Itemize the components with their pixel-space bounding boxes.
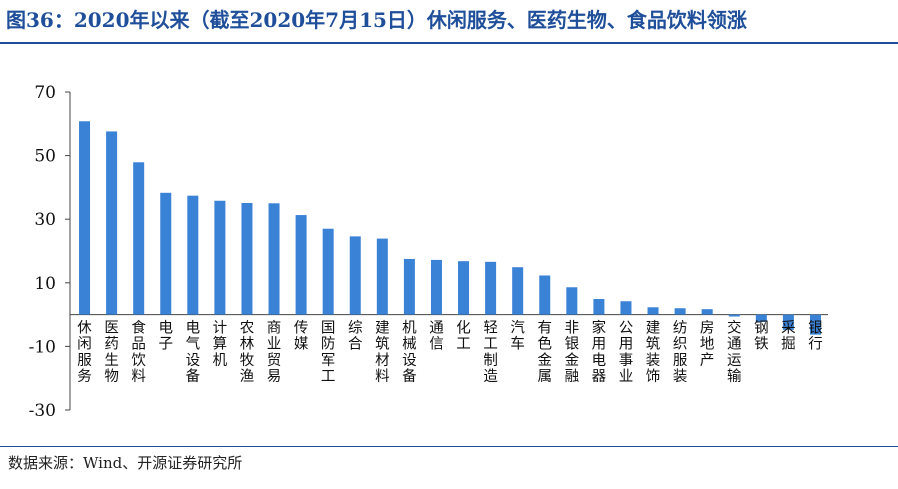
- y-tick-label: 30: [34, 210, 56, 230]
- source-note: 数据来源：Wind、开源证券研究所: [8, 454, 243, 472]
- x-tick-label: 休闲服务: [77, 320, 92, 385]
- x-tick-label: 纺织服装: [673, 320, 688, 385]
- bar-4: [160, 192, 172, 315]
- x-tick-label: 综合: [348, 320, 363, 353]
- title-rule: [0, 42, 898, 44]
- x-tick-label: 传媒: [294, 320, 309, 353]
- bar-23: [674, 308, 686, 315]
- bar-chart: 70 50 30 10 -10 -30 休闲服务医药生物食品饮料电子电气设备计算机农林牧渔…: [29, 83, 828, 421]
- y-tick-label: -30: [29, 401, 56, 421]
- x-tick-label: 建筑装饰: [646, 320, 661, 385]
- x-tick-label: 电气设备: [186, 320, 201, 385]
- bar-1: [79, 121, 91, 315]
- footer-rule: [0, 446, 898, 447]
- bar-5: [187, 195, 199, 315]
- y-tick-label: 10: [34, 274, 56, 294]
- x-tick-label: 建筑材料: [375, 320, 390, 385]
- bar-12: [376, 238, 388, 315]
- x-tick-label: 计算机: [213, 320, 228, 369]
- bar-13: [403, 258, 415, 315]
- x-tick-label: 汽车: [510, 320, 525, 353]
- figure-title: 图36：2020年以来（截至2020年7月15日）休闲服务、医药生物、食品饮料领…: [6, 8, 747, 32]
- x-tick-label: 食品饮料: [131, 320, 146, 385]
- x-tick-label: 钢铁: [754, 320, 769, 353]
- x-tick-label: 房地产: [700, 320, 715, 369]
- bar-9: [295, 215, 307, 315]
- bar-17: [512, 267, 524, 315]
- x-tick-label: 采掘: [781, 320, 796, 353]
- bar-3: [133, 162, 145, 315]
- x-tick-label: 交通运输: [727, 319, 742, 385]
- y-tick-label: -10: [29, 337, 56, 357]
- bar-18: [539, 275, 551, 315]
- bar-8: [268, 203, 280, 315]
- x-tick-label: 非银金融: [565, 320, 580, 385]
- bar-19: [566, 287, 578, 315]
- bar-10: [322, 228, 334, 315]
- bar-24: [701, 309, 713, 315]
- x-tick-label: 机械设备: [402, 320, 417, 385]
- bar-20: [593, 299, 605, 315]
- bars: [79, 121, 821, 335]
- bar-15: [458, 261, 470, 315]
- x-tick-label: 有色金属: [538, 320, 553, 385]
- bar-6: [214, 200, 226, 315]
- bar-26: [755, 314, 767, 322]
- x-tick-label: 农林牧渔: [240, 320, 255, 385]
- y-tick-label: 50: [34, 147, 56, 167]
- bar-2: [106, 131, 118, 315]
- bar-27: [782, 314, 794, 330]
- x-tick-label: 家用电器: [592, 320, 607, 385]
- x-tick-label: 化工: [456, 320, 471, 353]
- y-axis: 70 50 30 10 -10 -30: [29, 83, 828, 421]
- bar-21: [620, 301, 632, 315]
- x-tick-label: 银行: [808, 320, 823, 353]
- x-tick-labels: 休闲服务医药生物食品饮料电子电气设备计算机农林牧渔商业贸易传媒国防军工综合建筑材…: [77, 319, 823, 385]
- x-tick-label: 公用事业: [619, 321, 634, 385]
- x-tick-label: 通信: [429, 320, 444, 353]
- x-tick-label: 医药生物: [104, 321, 119, 385]
- bar-7: [241, 202, 253, 315]
- y-tick-label: 70: [34, 83, 56, 103]
- bar-22: [647, 307, 659, 315]
- bar-11: [349, 236, 361, 315]
- bar-16: [485, 261, 497, 315]
- bar-28: [809, 314, 821, 335]
- x-tick-label: 国防军工: [321, 321, 336, 385]
- bar-25: [728, 314, 740, 317]
- x-tick-label: 商业贸易: [267, 320, 282, 385]
- x-tick-label: 电子: [159, 320, 174, 353]
- bar-14: [430, 259, 442, 315]
- x-tick-label: 轻工制造: [483, 320, 498, 385]
